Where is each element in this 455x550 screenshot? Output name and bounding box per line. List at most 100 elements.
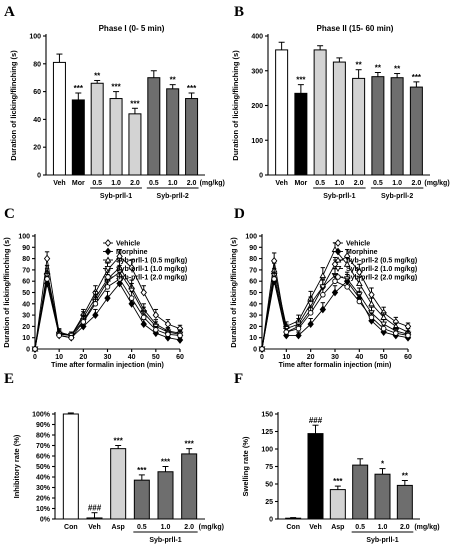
x-tick-label: 1.0 xyxy=(378,524,388,531)
data-point xyxy=(116,252,123,261)
y-axis-label: Swelling rate (%) xyxy=(241,436,250,497)
bar xyxy=(294,92,308,176)
panel-b: B Phase II (15- 60 min) 0 100 200 300 400 Durat… xyxy=(231,4,450,200)
x-tick-label: 2.0 xyxy=(354,180,364,187)
data-point xyxy=(331,288,339,297)
y-tick-label: 80 xyxy=(249,256,257,263)
x-tick-label: 2.0 xyxy=(400,524,410,531)
y-tick-label: 20% xyxy=(36,496,51,503)
y-tick-label: 40% xyxy=(36,475,51,482)
legend-label: Syb-prll-1 (0.5 mg/kg) xyxy=(116,258,187,265)
y-tick-label: 30% xyxy=(36,485,51,492)
data-point xyxy=(380,321,388,328)
significance-mark: *** xyxy=(184,440,194,449)
data-point xyxy=(334,256,342,263)
x-tick-label: 1.0 xyxy=(168,180,178,187)
y-tick-label: 80% xyxy=(36,433,51,440)
data-point xyxy=(307,320,314,329)
data-point xyxy=(335,274,341,280)
data-point xyxy=(393,330,399,336)
data-point xyxy=(319,272,327,279)
x-tick-label: Veh xyxy=(53,180,65,187)
data-point xyxy=(128,295,135,301)
significance-mark: *** xyxy=(161,458,171,467)
x-tick-label: 20 xyxy=(79,354,87,361)
data-point xyxy=(104,284,111,290)
data-point xyxy=(104,247,112,256)
x-tick-label: 2.0 xyxy=(184,524,194,531)
panel-label-b: B xyxy=(234,4,244,20)
x-tick-label: Con xyxy=(64,524,78,531)
significance-mark: *** xyxy=(296,76,306,85)
y-tick-label: 200 xyxy=(251,103,263,110)
x-tick-label: 0.5 xyxy=(137,524,147,531)
bar xyxy=(352,464,369,520)
data-point xyxy=(283,329,290,335)
x-tick-label: 0.5 xyxy=(92,180,102,187)
y-axis-label: Duration of licking/flinching (s) xyxy=(229,237,238,348)
significance-mark: ** xyxy=(170,76,177,85)
data-point xyxy=(307,310,314,316)
y-axis-label: Inhibitory rate (%) xyxy=(12,434,21,498)
data-point xyxy=(295,325,302,332)
legend-label: Morphine xyxy=(116,249,148,256)
y-tick-label: 100 xyxy=(251,138,263,145)
significance-mark: *** xyxy=(333,477,343,486)
data-point xyxy=(259,346,265,352)
significance-mark: *** xyxy=(137,466,147,475)
significance-mark: ** xyxy=(402,472,409,481)
y-axis-label: Duration of licking/flinching (s) xyxy=(9,50,18,161)
x-tick-label: Asp xyxy=(112,524,125,531)
y-tick-label: 100 xyxy=(245,234,257,241)
data-point xyxy=(140,320,147,329)
data-point xyxy=(153,327,159,333)
data-point xyxy=(104,239,112,247)
bar xyxy=(133,479,150,520)
y-tick-label: 60 xyxy=(249,279,257,286)
data-point xyxy=(334,265,342,273)
y-tick-label: 60% xyxy=(36,454,51,461)
legend-label: Syb-prll-2 (1.0 mg/kg) xyxy=(346,266,417,273)
y-tick-label: 60 xyxy=(33,89,41,96)
y-tick-label: 60 xyxy=(22,279,30,286)
data-point xyxy=(368,314,375,321)
data-point xyxy=(343,276,351,283)
y-tick-label: 90% xyxy=(36,422,51,429)
data-point xyxy=(116,276,123,282)
significance-mark: ** xyxy=(356,61,363,70)
significance-mark: *** xyxy=(130,99,140,108)
y-tick-label: 10 xyxy=(22,335,30,342)
bar xyxy=(71,99,85,176)
data-point xyxy=(176,336,184,344)
x-tick-label: 1.0 xyxy=(111,180,121,187)
significance-mark: ** xyxy=(394,65,401,74)
bar xyxy=(409,86,423,176)
y-tick-label: 100% xyxy=(32,412,51,419)
bar xyxy=(110,448,127,520)
data-point xyxy=(331,260,339,269)
x-tick-label: 30 xyxy=(331,354,339,361)
legend-label: Morphine xyxy=(346,249,378,256)
bar xyxy=(62,413,79,520)
chart-title: Phase II (15- 60 min) xyxy=(317,24,394,33)
significance-mark: ### xyxy=(309,416,323,425)
data-point xyxy=(140,288,147,297)
y-tick-label: 70% xyxy=(36,443,51,450)
bar xyxy=(371,76,385,176)
data-point xyxy=(177,332,183,339)
y-tick-label: 50 xyxy=(265,482,273,489)
data-point xyxy=(164,320,172,329)
bar xyxy=(352,77,366,176)
significance-mark: * xyxy=(381,460,385,469)
bar xyxy=(332,61,346,176)
x-tick-label: 0.5 xyxy=(149,180,159,187)
data-point xyxy=(343,260,351,267)
significance-mark: *** xyxy=(187,84,197,93)
legend-label: Syb-prll-2 (2.0 mg/kg) xyxy=(346,275,417,282)
significance-mark: *** xyxy=(74,84,84,93)
data-point xyxy=(104,294,111,303)
chart-title: Phase I (0- 5 min) xyxy=(99,24,165,33)
x-tick-label: 0.5 xyxy=(355,524,365,531)
y-axis-label: Duration of licking/flinching (s) xyxy=(2,237,11,348)
